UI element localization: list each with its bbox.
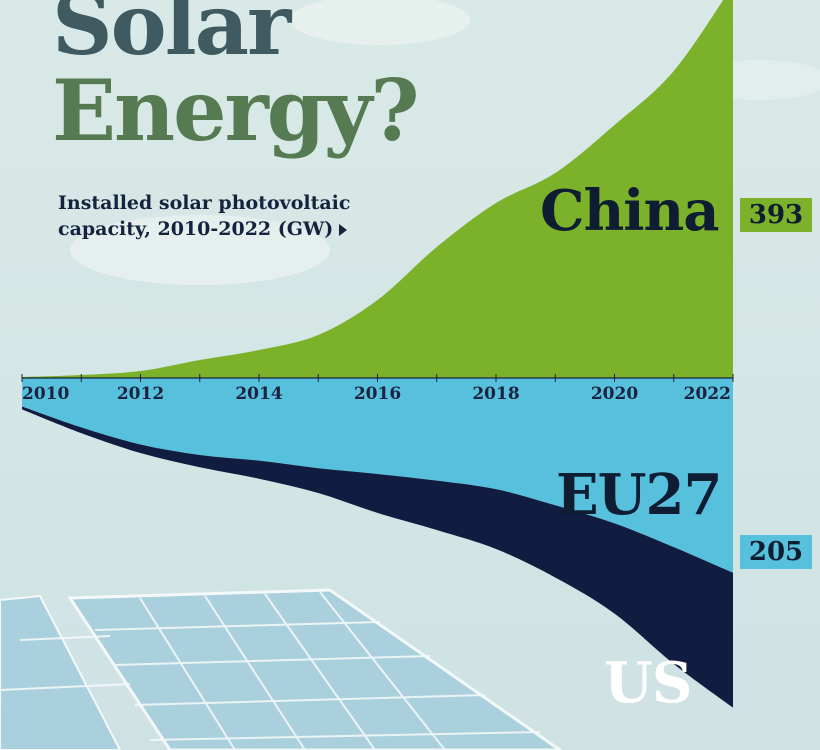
x-tick-label: 2014 [235,384,282,404]
x-tick-label: 2016 [354,384,401,404]
chart-subtitle: Installed solar photovoltaic capacity, 2… [58,190,398,242]
page-title: Solar Energy? [52,0,420,160]
x-axis-ticks: 2010 2012 2014 2016 2018 2020 2022 [21,374,734,404]
x-tick-label: 2010 [22,384,69,404]
eu27-area [22,378,733,573]
value-badge-eu27: 205 [740,535,812,569]
title-line-2: Energy? [52,61,420,160]
x-tick-label: 2020 [591,384,638,404]
china-area [22,0,733,378]
play-arrow-icon [339,224,348,236]
subtitle-line-2: capacity, 2010-2022 (GW) [58,218,334,240]
value-badge-china: 393 [740,198,812,232]
subtitle-line-1: Installed solar photovoltaic [58,192,351,214]
series-label-eu27: EU27 [556,462,722,528]
series-label-china: China [540,178,720,244]
solar-panel-illustration [0,588,563,750]
x-tick-label: 2022 [684,384,731,404]
us-area [22,406,733,708]
x-tick-label: 2018 [472,384,519,404]
x-tick-label: 2012 [117,384,164,404]
title-line-1: Solar [52,0,291,74]
series-label-us: US [604,650,692,716]
